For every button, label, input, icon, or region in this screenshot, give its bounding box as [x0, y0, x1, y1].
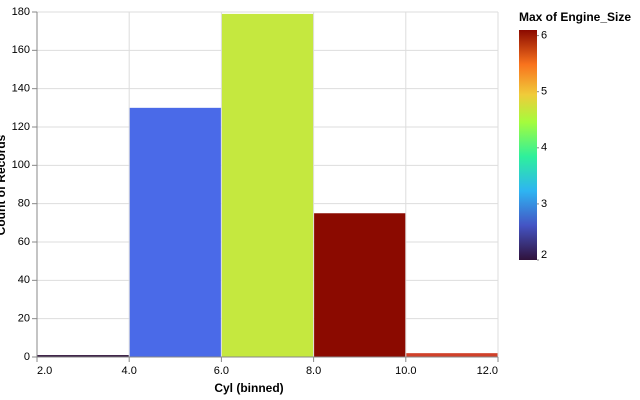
x-tick-label: 10.0 [395, 365, 416, 377]
x-tick-label: 12.0 [477, 365, 498, 377]
legend-tick-label: 3 [541, 198, 547, 210]
y-tick-label: 80 [18, 198, 30, 210]
legend-tick-label: 2 [541, 249, 547, 261]
legend-gradient [519, 30, 537, 260]
legend-tick-label: 5 [541, 86, 547, 98]
y-tick-label: 120 [12, 121, 30, 133]
x-tick-label: 4.0 [122, 365, 137, 377]
x-tick-label: 2.0 [37, 365, 52, 377]
bar [314, 213, 406, 357]
bar [406, 353, 498, 357]
x-axis-title: Cyl (binned) [214, 381, 283, 395]
legend-tick-label: 6 [541, 30, 547, 42]
y-tick-label: 100 [12, 159, 30, 171]
y-tick-label: 20 [18, 313, 30, 325]
bar [129, 107, 221, 357]
x-tick-label: 8.0 [306, 365, 321, 377]
legend-title: Max of Engine_Size [519, 10, 631, 24]
bar [37, 355, 129, 357]
x-tick-label: 6.0 [214, 365, 229, 377]
bar [221, 13, 314, 358]
y-tick-label: 180 [12, 6, 30, 18]
y-tick-label: 140 [12, 83, 30, 95]
y-tick-label: 40 [18, 274, 30, 286]
y-tick-label: 0 [24, 351, 30, 363]
legend-tick-label: 4 [541, 142, 547, 154]
y-tick-label: 60 [18, 236, 30, 248]
y-tick-label: 160 [12, 44, 30, 56]
y-axis-title: Count of Records [0, 134, 8, 235]
